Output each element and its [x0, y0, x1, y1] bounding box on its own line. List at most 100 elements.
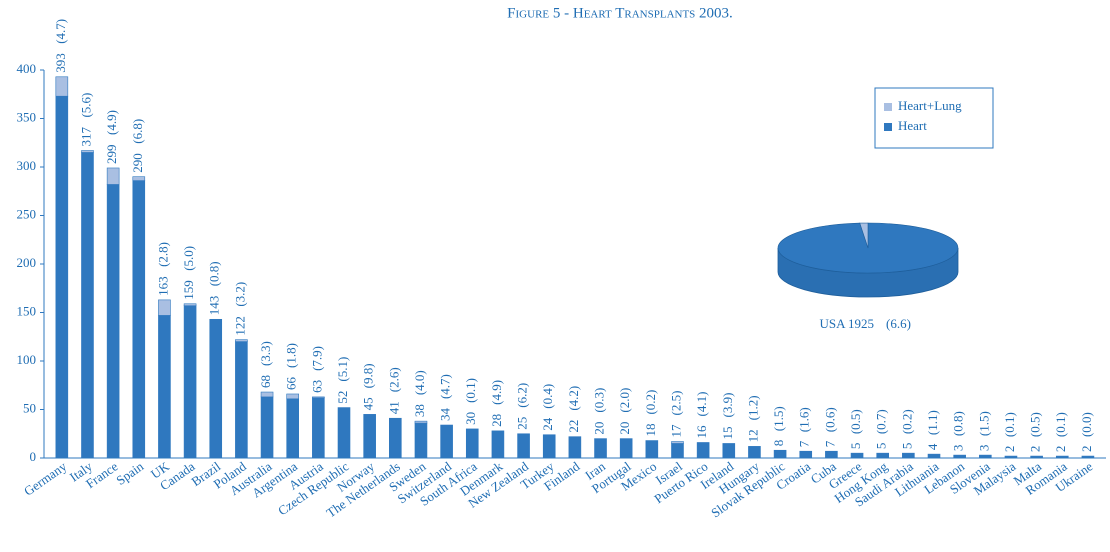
- rate-label: (4.9): [104, 110, 119, 135]
- total-label: 45: [361, 397, 376, 410]
- bar-segment: [1081, 455, 1095, 459]
- rate-label: (3.3): [258, 341, 273, 366]
- bar-segment: [286, 398, 299, 459]
- bar-segment: [312, 397, 325, 459]
- legend-swatch: [884, 123, 892, 131]
- pie-label: USA 1925: [819, 316, 874, 331]
- bar-segment: [158, 299, 171, 316]
- bar-segment: [235, 339, 248, 342]
- bar-segment: [594, 438, 607, 459]
- y-tick-label: 50: [23, 400, 36, 415]
- rate-label: (5.0): [181, 246, 196, 271]
- total-label: 8: [771, 440, 786, 447]
- rate-label: (0.5): [848, 409, 863, 434]
- rate-label: (0.8): [207, 261, 222, 286]
- bar-segment: [260, 391, 274, 398]
- bar-segment: [363, 414, 376, 459]
- bar-segment: [748, 446, 761, 459]
- rate-label: (0.1): [1053, 412, 1068, 437]
- legend-swatch: [884, 103, 892, 111]
- rate-label: (1.8): [284, 343, 299, 368]
- rate-label: (0.5): [1028, 412, 1043, 437]
- bar-segment: [183, 303, 197, 307]
- total-label: 17: [668, 424, 683, 438]
- bar-segment: [671, 441, 684, 444]
- bar-segment: [696, 442, 710, 459]
- bar-segment: [722, 443, 736, 459]
- rate-label: (0.3): [592, 388, 607, 413]
- rate-label: (0.1): [463, 378, 478, 403]
- legend-label: Heart+Lung: [898, 98, 962, 113]
- total-label: 299: [104, 144, 119, 164]
- bar-segment: [953, 454, 966, 459]
- bar-segment: [414, 420, 428, 424]
- bar-segment: [440, 424, 453, 459]
- total-label: 290: [130, 153, 145, 173]
- total-label: 5: [899, 443, 914, 450]
- bar-segment: [619, 438, 633, 459]
- total-label: 2: [1079, 446, 1094, 453]
- rate-label: (0.1): [1002, 412, 1017, 437]
- rate-label: (2.0): [617, 388, 632, 413]
- total-label: 4: [925, 443, 940, 450]
- total-label: 41: [386, 401, 401, 414]
- bar-segment: [645, 440, 659, 459]
- total-label: 34: [438, 408, 453, 422]
- x-tick-label: Germany: [21, 458, 70, 498]
- bar-segment: [183, 305, 197, 459]
- total-label: 159: [181, 280, 196, 300]
- rate-label: (0.6): [822, 407, 837, 432]
- rate-label: (4.2): [566, 386, 581, 411]
- total-label: 12: [745, 429, 760, 442]
- rate-label: (2.5): [668, 391, 683, 416]
- y-tick-label: 350: [17, 109, 37, 124]
- bar-segment: [260, 396, 274, 459]
- bar-segment: [491, 430, 505, 459]
- rate-label: (9.8): [361, 363, 376, 388]
- total-label: 52: [335, 391, 350, 404]
- chart-title: Figure 5 - Heart Transplants 2003.: [507, 5, 733, 21]
- rate-label: (0.7): [874, 409, 889, 434]
- total-label: 24: [540, 417, 555, 431]
- y-tick-label: 300: [17, 158, 37, 173]
- bar-segment: [209, 318, 223, 459]
- bar-segment: [979, 454, 992, 459]
- bar-segment: [799, 450, 813, 459]
- rate-label: (5.1): [335, 357, 350, 382]
- bar-segment: [81, 152, 94, 459]
- bar-segment: [902, 452, 915, 459]
- bar-segment: [235, 341, 248, 459]
- y-tick-label: 0: [30, 449, 37, 464]
- rate-label: (4.7): [438, 374, 453, 399]
- total-label: 2: [1028, 446, 1043, 453]
- total-label: 143: [207, 296, 222, 316]
- total-label: 66: [284, 376, 299, 390]
- y-tick-label: 100: [17, 352, 37, 367]
- bar-segment: [568, 436, 582, 459]
- rate-label: (1.6): [797, 407, 812, 432]
- bar-segment: [337, 407, 351, 459]
- total-label: 5: [874, 443, 889, 450]
- total-label: 163: [155, 276, 170, 296]
- y-tick-label: 250: [17, 206, 37, 221]
- total-label: 7: [822, 440, 837, 447]
- total-label: 25: [515, 417, 530, 430]
- total-label: 122: [232, 316, 247, 336]
- x-tick-label: Spain: [113, 458, 146, 488]
- total-label: 30: [463, 412, 478, 425]
- bar-segment: [158, 315, 171, 459]
- bar-segment: [414, 422, 428, 459]
- rate-label: (0.0): [1079, 412, 1094, 437]
- bar-segment: [132, 180, 146, 459]
- total-label: 2: [1053, 446, 1068, 453]
- total-label: 18: [643, 424, 658, 437]
- rate-label: (0.2): [899, 409, 914, 434]
- total-label: 68: [258, 375, 273, 388]
- bar-segment: [542, 434, 556, 459]
- bar-segment: [106, 167, 120, 185]
- legend-box: [874, 87, 994, 149]
- rate-label: (0.4): [540, 384, 555, 409]
- total-label: 2: [1002, 446, 1017, 453]
- bar-segment: [465, 428, 479, 459]
- bar-segment: [132, 176, 146, 181]
